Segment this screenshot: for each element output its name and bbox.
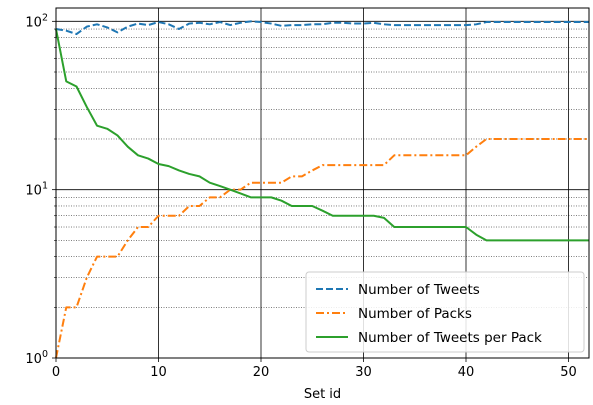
x-tick-label: 50 bbox=[560, 365, 577, 380]
minor-gridlines bbox=[56, 28, 589, 308]
series-line-number-of-tweets-per-pack bbox=[55, 28, 589, 242]
x-axis-label: Set id bbox=[304, 387, 341, 402]
x-tick-label: 20 bbox=[253, 365, 270, 380]
y-tick-label: 102 bbox=[25, 12, 48, 30]
y-tick-label: 100 bbox=[25, 349, 48, 367]
legend-label: Number of Tweets per Pack bbox=[358, 330, 542, 346]
legend-label: Number of Tweets bbox=[358, 282, 480, 298]
series-lines bbox=[55, 20, 589, 359]
series-line-number-of-tweets bbox=[55, 20, 589, 36]
series-line-number-of-packs bbox=[55, 137, 589, 359]
x-tick-label: 0 bbox=[52, 365, 60, 380]
x-tick-label: 30 bbox=[355, 365, 372, 380]
x-tick-label: 10 bbox=[150, 365, 167, 380]
y-tick-label: 101 bbox=[25, 181, 48, 199]
legend-box bbox=[305, 271, 585, 353]
legend: Number of Tweets Number of Packs Number of… bbox=[305, 271, 585, 353]
axis-ticks: 0 10 20 30 40 50 100 101 102 bbox=[25, 12, 576, 380]
x-tick-label: 40 bbox=[458, 365, 475, 380]
legend-label: Number of Packs bbox=[358, 306, 472, 322]
plot-frame bbox=[55, 7, 590, 359]
